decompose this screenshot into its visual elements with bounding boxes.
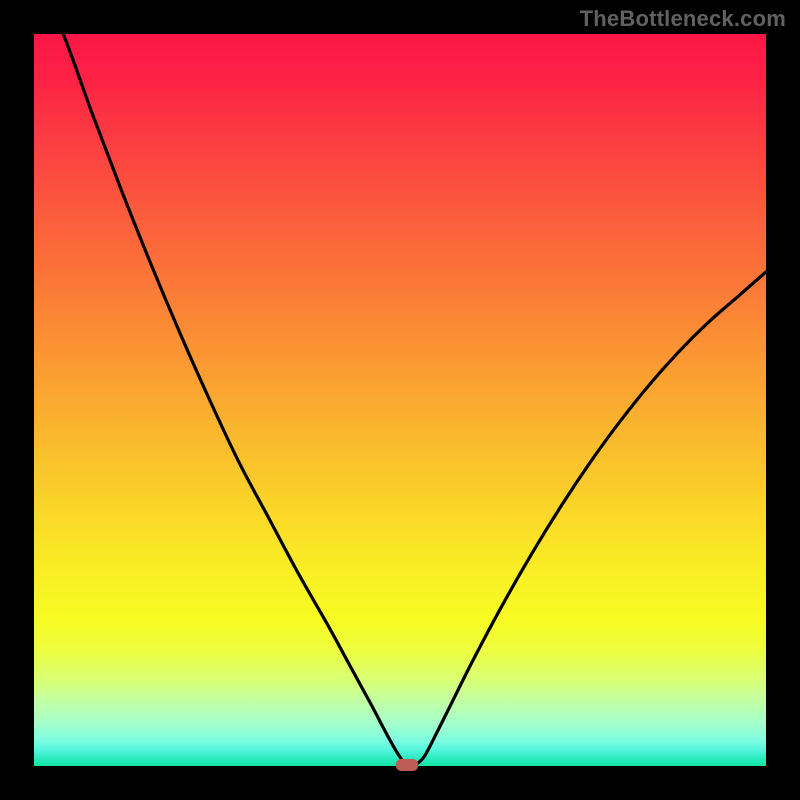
- gradient-background: [34, 34, 766, 766]
- watermark-label: TheBottleneck.com: [580, 6, 786, 32]
- minimum-marker: [396, 759, 418, 771]
- bottleneck-chart: [34, 34, 766, 766]
- canvas-root: TheBottleneck.com: [0, 0, 800, 800]
